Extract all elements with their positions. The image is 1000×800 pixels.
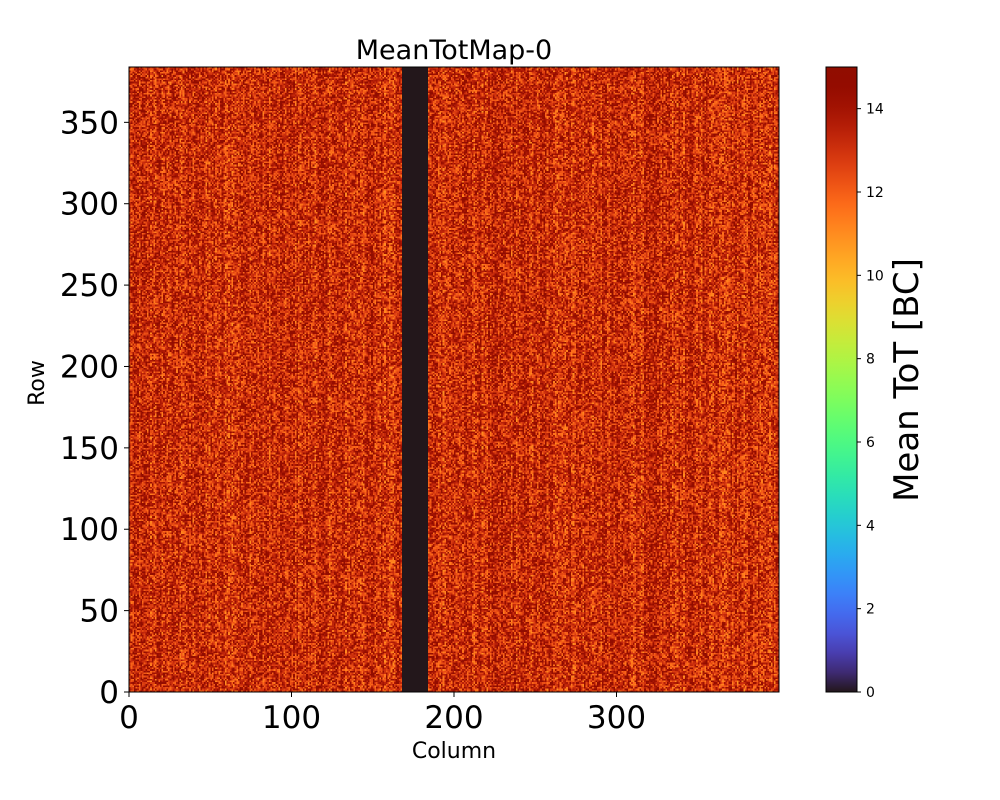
- y-axis-ticks: 0 50 100 150 200 250 300 350: [60, 105, 129, 711]
- x-tick-label: 100: [262, 700, 321, 736]
- x-axis-label: Column: [412, 739, 496, 764]
- colorbar-tick-label: 10: [866, 268, 884, 284]
- colorbar-ticks: 0 2 4 6 8 10 12 14: [857, 102, 884, 701]
- y-tick-label: 250: [60, 268, 119, 304]
- y-tick-label: 50: [80, 594, 119, 630]
- colorbar-label: Mean ToT [BC]: [887, 258, 927, 502]
- colorbar-tick-label: 2: [866, 602, 875, 618]
- y-tick-label: 150: [60, 431, 119, 467]
- chart-title: MeanTotMap-0: [356, 35, 552, 66]
- x-axis-ticks: 0 100 200 300: [119, 692, 646, 736]
- heatmap-image: [129, 67, 779, 692]
- y-tick-label: 200: [60, 349, 119, 385]
- colorbar-tick-label: 12: [866, 185, 884, 201]
- y-tick-label: 300: [60, 187, 119, 223]
- x-tick-label: 300: [587, 700, 646, 736]
- y-axis-label: Row: [25, 360, 50, 406]
- colorbar-tick-label: 8: [866, 352, 875, 368]
- y-tick-label: 0: [99, 675, 119, 711]
- colorbar-gradient: [825, 66, 858, 693]
- colorbar-tick-label: 14: [866, 102, 884, 118]
- colorbar-tick-label: 6: [866, 435, 875, 451]
- x-tick-label: 0: [119, 700, 139, 736]
- x-tick-label: 200: [424, 700, 483, 736]
- colorbar-tick-label: 4: [866, 518, 875, 534]
- y-tick-label: 100: [60, 512, 119, 548]
- y-tick-label: 350: [60, 105, 119, 141]
- colorbar-tick-label: 0: [866, 685, 875, 701]
